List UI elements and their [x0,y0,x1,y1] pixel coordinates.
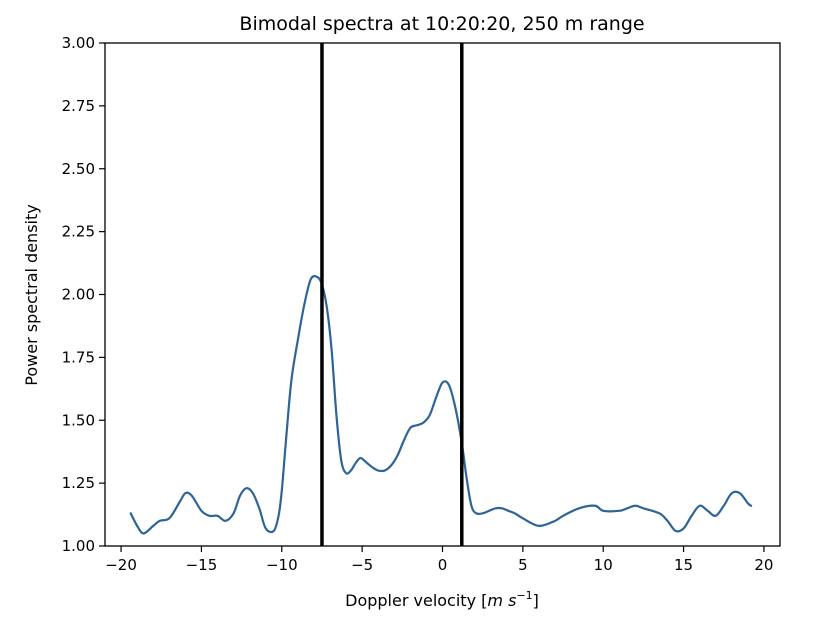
x-tick-label: −20 [105,556,137,574]
y-axis-label: Power spectral density [22,204,41,385]
x-tick-label: 20 [754,556,773,574]
x-axis-label-text: Doppler velocity [345,591,476,610]
y-tick-label: 1.00 [62,537,95,555]
x-axis-unit-m: m [487,591,503,610]
x-axis-unit-exponent: −1 [516,589,532,602]
y-tick-label: 3.00 [62,34,95,52]
x-axis-ticks: −20 −15 −10 −5 0 5 10 15 20 [105,546,773,574]
y-tick-label: 1.75 [62,348,95,366]
x-tick-label: −5 [351,556,373,574]
y-tick-label: 2.00 [62,286,95,304]
chart-title: Bimodal spectra at 10:20:20, 250 m range [239,13,644,35]
x-tick-label: 5 [518,556,528,574]
x-tick-label: 15 [674,556,693,574]
x-tick-label: 10 [594,556,613,574]
plot-layer [129,43,753,546]
x-axis-label: Doppler velocity [m s−1] [345,589,539,610]
y-tick-label: 2.50 [62,160,95,178]
plot-frame [104,42,781,547]
y-tick-label: 2.75 [62,97,95,115]
x-axis-unit-close: ] [533,591,539,610]
x-tick-label: −15 [186,556,218,574]
x-tick-label: 0 [438,556,448,574]
y-tick-label: 1.25 [62,474,95,492]
y-tick-label: 1.50 [62,411,95,429]
x-tick-label: −10 [266,556,298,574]
spectrum-line-0 [129,275,753,535]
y-axis-ticks: 1.00 1.25 1.50 1.75 2.00 2.25 2.50 2.75 3.00 [62,34,105,555]
x-axis-unit-s: s [508,591,516,610]
y-tick-label: 2.25 [62,223,95,241]
x-axis-unit-open: [ [481,591,487,610]
